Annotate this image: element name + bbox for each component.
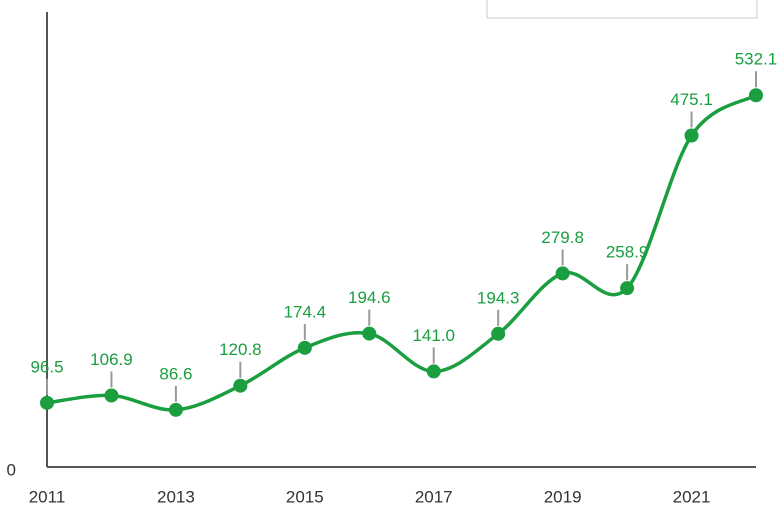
line (46, 93, 757, 412)
data-label: 174.4 (284, 302, 327, 321)
point (40, 395, 54, 410)
point (426, 364, 441, 379)
point (684, 128, 699, 143)
data-label: 258.9 (606, 243, 649, 262)
data-label: 475.1 (670, 90, 713, 109)
legend-box (486, 0, 758, 19)
point (233, 378, 248, 393)
point (749, 88, 763, 103)
x-tick-label: 2017 (415, 487, 453, 506)
data-label: 106.9 (90, 350, 133, 369)
data-label: 141.0 (412, 326, 455, 345)
point (555, 266, 570, 281)
point (297, 340, 312, 355)
point (362, 326, 377, 341)
data-label: 96.5 (30, 357, 63, 376)
point (168, 402, 183, 417)
data-label: 86.6 (159, 364, 192, 383)
x-tick-label: 2021 (673, 487, 711, 506)
data-label: 194.3 (477, 288, 520, 307)
data-label: 120.8 (219, 340, 262, 359)
data-label: 279.8 (541, 228, 584, 247)
data-label: 194.6 (348, 288, 391, 307)
x-tick-label: 2011 (29, 487, 66, 506)
point (491, 326, 506, 341)
point (104, 388, 119, 403)
x-tick-label: 2019 (544, 487, 582, 506)
y-tick-label: 0 (7, 460, 16, 479)
x-tick-label: 2013 (157, 487, 195, 506)
data-label: 532.1 (735, 50, 778, 69)
x-tick-label: 2015 (286, 487, 324, 506)
point (620, 281, 635, 296)
